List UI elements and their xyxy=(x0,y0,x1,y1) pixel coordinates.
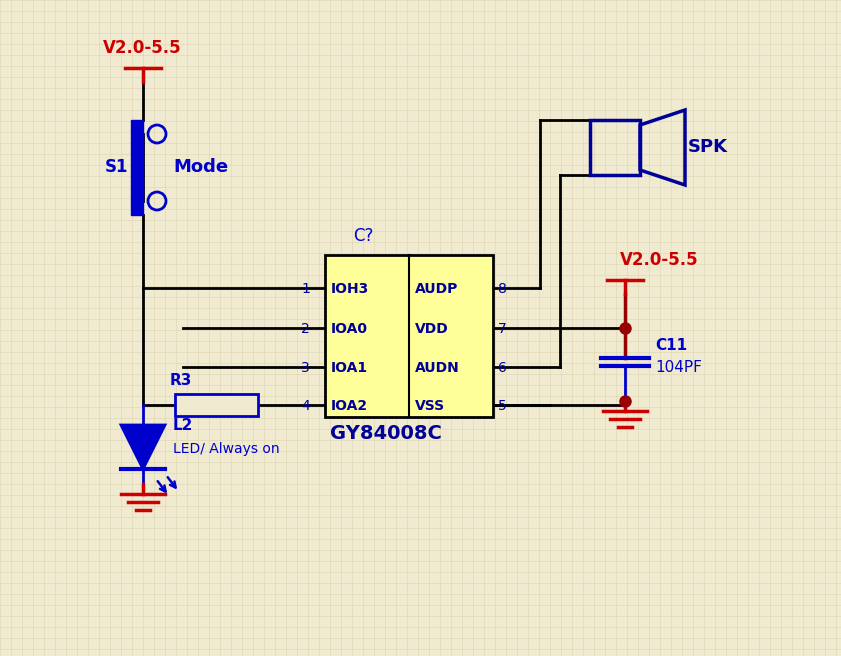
Bar xyxy=(590,120,640,175)
Text: 1: 1 xyxy=(301,282,309,296)
Bar xyxy=(131,120,143,215)
Text: V2.0-5.5: V2.0-5.5 xyxy=(103,39,182,57)
Text: C?: C? xyxy=(353,227,373,245)
Text: V2.0-5.5: V2.0-5.5 xyxy=(620,251,699,269)
Text: 7: 7 xyxy=(498,322,507,336)
Text: IOA1: IOA1 xyxy=(331,361,368,375)
Text: S1: S1 xyxy=(105,159,129,176)
Text: IOA0: IOA0 xyxy=(331,322,368,336)
Text: 2: 2 xyxy=(301,322,309,336)
Text: LED/ Always on: LED/ Always on xyxy=(173,442,279,456)
Text: IOH3: IOH3 xyxy=(331,282,369,296)
Text: 6: 6 xyxy=(498,361,507,375)
Text: 104PF: 104PF xyxy=(655,360,702,375)
Polygon shape xyxy=(121,425,165,469)
Text: 5: 5 xyxy=(498,399,507,413)
Text: VSS: VSS xyxy=(415,399,445,413)
Text: 8: 8 xyxy=(498,282,507,296)
Text: AUDN: AUDN xyxy=(415,361,460,375)
Text: GY84008C: GY84008C xyxy=(330,424,442,443)
Text: 4: 4 xyxy=(301,399,309,413)
Text: L2: L2 xyxy=(173,418,193,433)
Text: Mode: Mode xyxy=(173,159,228,176)
Text: AUDP: AUDP xyxy=(415,282,458,296)
Text: C11: C11 xyxy=(655,338,687,353)
Text: SPK: SPK xyxy=(688,138,728,156)
Text: R3: R3 xyxy=(170,373,193,388)
Bar xyxy=(325,255,493,417)
Text: VDD: VDD xyxy=(415,322,449,336)
Bar xyxy=(175,394,258,416)
Text: IOA2: IOA2 xyxy=(331,399,368,413)
Text: 3: 3 xyxy=(301,361,309,375)
